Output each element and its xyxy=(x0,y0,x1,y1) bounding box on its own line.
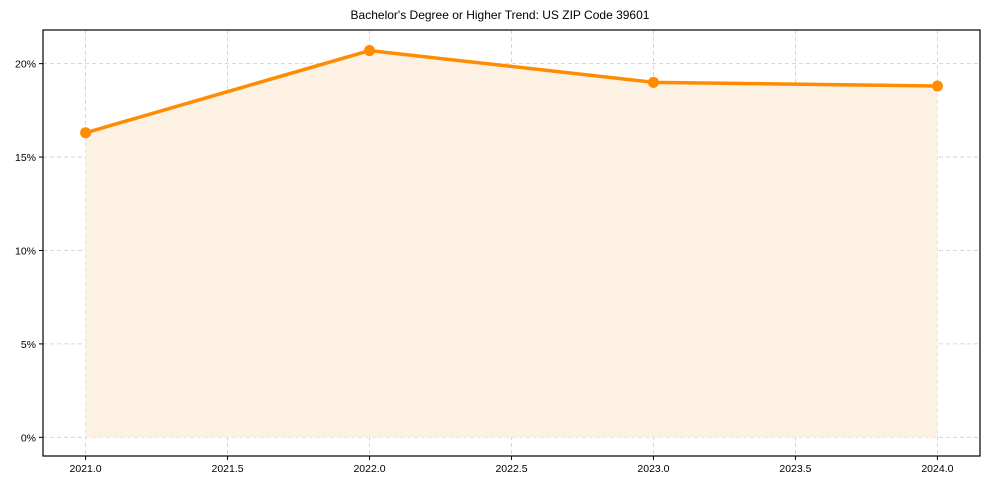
data-point xyxy=(364,45,376,57)
data-point xyxy=(80,127,92,139)
x-tick-label: 2021.0 xyxy=(70,463,102,475)
area-fill xyxy=(85,50,938,438)
x-tick-label: 2024.0 xyxy=(921,463,953,475)
chart-title: Bachelor's Degree or Higher Trend: US ZI… xyxy=(350,8,650,22)
y-tick-label: 0% xyxy=(21,432,36,444)
x-tick-label: 2022.0 xyxy=(353,463,385,475)
data-point xyxy=(931,80,943,92)
x-tick-label: 2022.5 xyxy=(495,463,527,475)
x-tick-label: 2023.0 xyxy=(637,463,669,475)
data-line xyxy=(85,48,938,135)
x-tick-label: 2023.5 xyxy=(779,463,811,475)
y-tick-label: 5% xyxy=(21,339,36,351)
x-tick-label: 2021.5 xyxy=(211,463,243,475)
y-tick-label: 10% xyxy=(15,245,36,257)
y-tick-label: 20% xyxy=(15,59,36,71)
y-tick-label: 15% xyxy=(15,152,36,164)
data-point xyxy=(647,76,659,88)
